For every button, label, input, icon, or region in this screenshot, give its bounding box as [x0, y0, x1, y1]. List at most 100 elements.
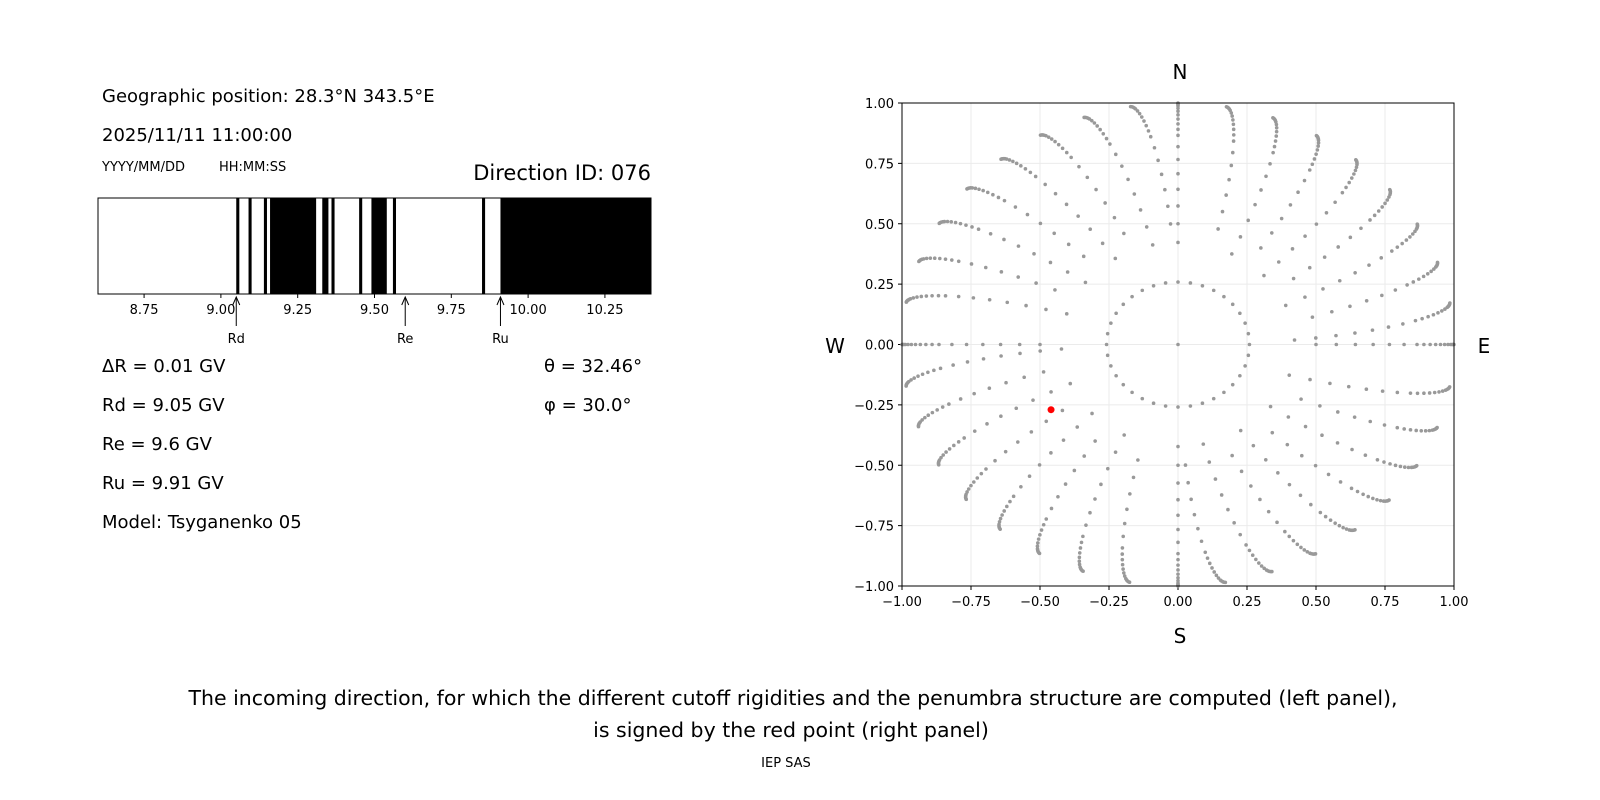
direction-point: [1002, 237, 1006, 242]
direction-point: [1271, 115, 1275, 120]
direction-point: [1090, 411, 1094, 416]
direction-point: [1349, 176, 1354, 180]
direction-point: [1077, 164, 1081, 169]
direction-point: [1200, 401, 1205, 406]
direction-point: [1078, 546, 1083, 550]
date-format-label: YYYY/MM/DD: [102, 160, 185, 175]
penumbra-band: [248, 198, 252, 294]
direction-point: [1380, 293, 1384, 298]
direction-point: [1244, 543, 1248, 547]
direction-point: [964, 497, 969, 502]
direction-point: [999, 354, 1003, 358]
y-tick-label: −1.00: [854, 580, 894, 595]
direction-point: [918, 342, 923, 347]
x-tick-label: 0.25: [1233, 595, 1262, 610]
direction-point: [1120, 562, 1125, 567]
direction-point: [1011, 159, 1015, 164]
direction-point: [1337, 523, 1342, 528]
direction-point: [1044, 517, 1049, 521]
direction-point: [1314, 133, 1319, 138]
direction-point: [1128, 104, 1133, 109]
direction-point: [1120, 557, 1125, 562]
direction-point: [1246, 331, 1251, 336]
ru-value: Ru = 9.91 GV: [102, 473, 224, 494]
direction-point: [1211, 288, 1216, 293]
direction-point: [1176, 144, 1180, 149]
direction-point: [956, 440, 961, 444]
direction-point: [1200, 283, 1205, 288]
direction-point: [1114, 311, 1118, 316]
direction-point: [1440, 389, 1445, 393]
direction-point: [998, 342, 1003, 347]
direction-point: [1274, 134, 1279, 138]
penumbra-band: [371, 198, 387, 294]
direction-point: [1176, 117, 1180, 121]
direction-point: [1093, 497, 1097, 501]
direction-point: [958, 397, 963, 401]
direction-point: [962, 436, 966, 440]
direction-point: [1035, 544, 1040, 548]
direction-point: [1214, 573, 1219, 578]
direction-point: [1109, 321, 1113, 325]
direction-point: [1176, 157, 1180, 162]
direction-point: [924, 342, 928, 347]
direction-point: [1044, 307, 1048, 312]
direction-point: [906, 342, 910, 347]
direction-point: [1060, 408, 1065, 413]
direction-point: [1176, 568, 1180, 572]
direction-point: [1072, 468, 1077, 473]
x-tick-label: 10.25: [586, 303, 623, 318]
direction-point: [930, 410, 935, 415]
direction-point: [1064, 150, 1069, 155]
direction-point: [1136, 458, 1140, 462]
direction-point: [1000, 513, 1004, 517]
direction-point: [1113, 152, 1118, 157]
direction-point: [935, 408, 939, 412]
direction-point: [1049, 137, 1054, 141]
direction-point: [1211, 396, 1216, 401]
direction-point: [1299, 397, 1303, 401]
direction-point: [1166, 204, 1170, 209]
direction-point: [1176, 133, 1180, 138]
direction-point: [1410, 232, 1415, 236]
direction-point: [1302, 178, 1307, 183]
direction-point: [941, 453, 946, 457]
direction-point: [1064, 202, 1069, 207]
direction-point: [1316, 141, 1321, 145]
direction-point: [1019, 164, 1023, 168]
direction-point: [1243, 321, 1247, 325]
direction-point: [1131, 475, 1136, 480]
plot-frame: [901, 102, 1455, 587]
penumbra-band: [322, 198, 329, 294]
direction-point: [1049, 506, 1054, 511]
direction-point: [1437, 390, 1441, 394]
direction-point: [1337, 278, 1342, 283]
direction-point: [1014, 161, 1019, 166]
direction-point: [972, 429, 977, 433]
direction-point: [1068, 381, 1073, 386]
direction-point: [1112, 215, 1117, 220]
penumbra-band: [270, 198, 317, 294]
direction-point: [985, 190, 990, 195]
direction-point: [1049, 390, 1053, 394]
direction-point: [1318, 404, 1322, 408]
caption-line-2: is signed by the red point (right panel): [593, 718, 989, 742]
direction-point: [1005, 300, 1010, 305]
direction-point: [997, 519, 1002, 524]
direction-point: [1049, 451, 1053, 455]
direction-point: [1296, 190, 1300, 195]
direction-point: [1077, 559, 1082, 564]
direction-point: [1401, 322, 1405, 326]
direction-point: [1429, 269, 1433, 274]
direction-point: [1039, 528, 1044, 532]
direction-point: [1052, 231, 1057, 236]
direction-point: [1005, 504, 1009, 509]
direction-point: [1100, 241, 1105, 246]
direction-point: [1328, 518, 1333, 522]
direction-point: [1044, 419, 1049, 424]
direction-point: [1176, 551, 1180, 556]
marker-arrowhead: [496, 295, 505, 306]
marker-arrowhead: [232, 295, 241, 306]
direction-point: [1004, 380, 1008, 385]
direction-point: [1120, 552, 1125, 556]
